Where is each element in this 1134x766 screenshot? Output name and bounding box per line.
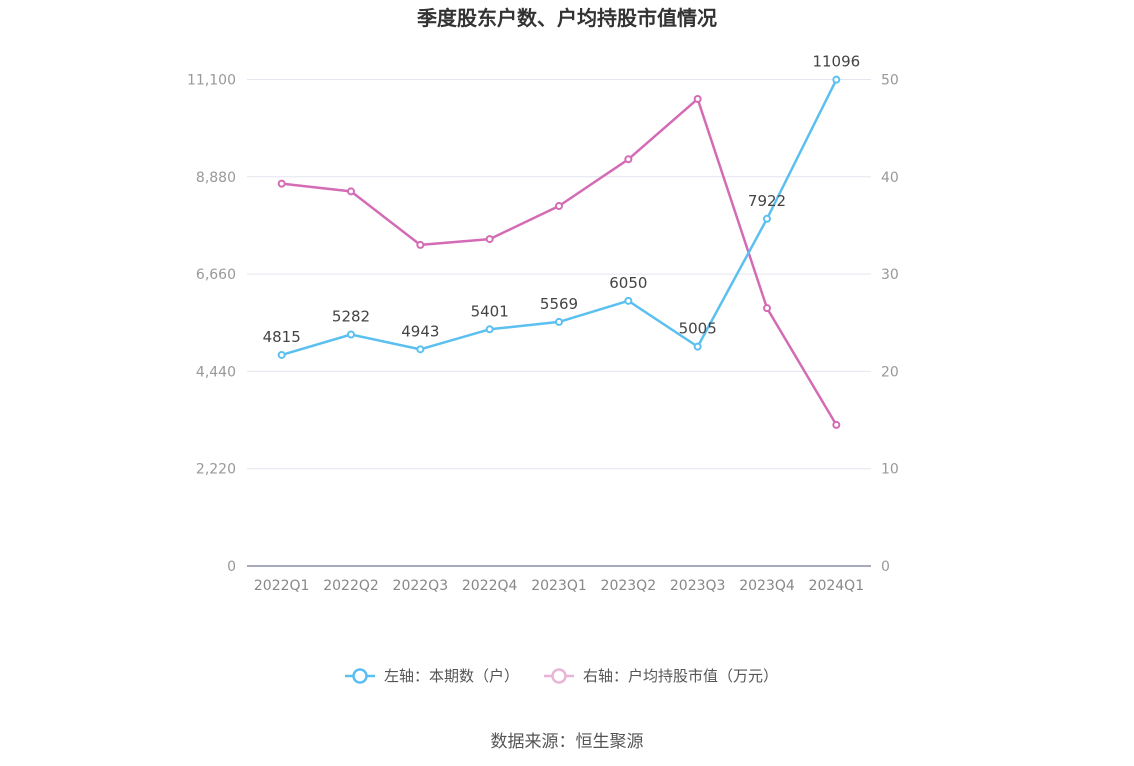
data-label: 7922 xyxy=(748,192,786,210)
series-group xyxy=(277,75,841,429)
data-point[interactable] xyxy=(416,240,425,249)
data-point[interactable] xyxy=(624,155,633,164)
x-tick-label: 2022Q1 xyxy=(254,578,310,594)
data-point[interactable] xyxy=(277,350,286,359)
x-tick-label: 2022Q2 xyxy=(323,578,379,594)
data-label: 4815 xyxy=(263,328,301,346)
right-axis-ticks: 0 10 20 30 40 50 xyxy=(881,73,899,576)
data-label: 6050 xyxy=(609,274,647,292)
data-label: 11096 xyxy=(812,53,860,71)
right-tick-label: 0 xyxy=(881,559,890,575)
data-point[interactable] xyxy=(693,342,702,351)
data-point[interactable] xyxy=(485,235,494,244)
data-point[interactable] xyxy=(347,330,355,339)
data-point[interactable] xyxy=(832,75,841,84)
right-tick-label: 10 xyxy=(881,462,899,478)
left-tick-label: 0 xyxy=(227,559,236,575)
series-line-avg-market-value xyxy=(281,97,838,426)
left-axis-ticks: 0 2,220 4,440 6,660 8,880 11,100 xyxy=(187,73,236,576)
x-tick-label: 2023Q1 xyxy=(531,578,587,594)
data-point[interactable] xyxy=(832,420,841,429)
data-point[interactable] xyxy=(555,201,563,210)
left-tick-label: 2,220 xyxy=(196,462,236,478)
legend-label: 左轴：本期数（户） xyxy=(384,667,519,685)
gridlines xyxy=(247,79,871,470)
data-point[interactable] xyxy=(763,304,771,313)
data-point[interactable] xyxy=(693,94,702,103)
legend-marker-icon xyxy=(352,668,368,684)
left-tick-label: 6,660 xyxy=(196,267,236,283)
legend[interactable]: 左轴：本期数（户） 右轴：户均持股市值（万元） xyxy=(345,667,778,685)
data-label: 4943 xyxy=(401,322,439,340)
x-tick-label: 2022Q3 xyxy=(393,578,449,594)
chart-title: 季度股东户数、户均持股市值情况 xyxy=(416,6,717,30)
x-tick-label: 2023Q4 xyxy=(739,578,795,594)
data-point[interactable] xyxy=(485,325,494,334)
legend-marker-icon xyxy=(551,668,567,684)
data-point[interactable] xyxy=(416,345,425,354)
x-tick-label: 2023Q2 xyxy=(601,578,657,594)
right-tick-label: 50 xyxy=(881,73,899,89)
data-point[interactable] xyxy=(555,317,563,326)
x-tick-label: 2024Q1 xyxy=(809,578,865,594)
left-tick-label: 8,880 xyxy=(196,170,236,186)
legend-label: 右轴：户均持股市值（万元） xyxy=(583,667,778,685)
data-label: 5401 xyxy=(471,302,509,320)
right-tick-label: 20 xyxy=(881,364,899,380)
right-tick-label: 30 xyxy=(881,267,899,283)
legend-item[interactable]: 左轴：本期数（户） xyxy=(345,667,519,685)
data-label: 5005 xyxy=(679,320,717,338)
x-tick-label: 2023Q3 xyxy=(670,578,726,594)
data-point[interactable] xyxy=(277,179,286,188)
legend-item[interactable]: 右轴：户均持股市值（万元） xyxy=(544,667,778,685)
data-point[interactable] xyxy=(763,214,771,223)
data-labels: 4815 5282 4943 5401 5569 6050 5005 7922 11096 xyxy=(263,53,861,346)
source-note: 数据来源：恒生聚源 xyxy=(491,732,644,752)
left-tick-label: 11,100 xyxy=(187,73,236,89)
right-tick-label: 40 xyxy=(881,170,899,186)
data-point[interactable] xyxy=(347,187,355,196)
data-label: 5569 xyxy=(540,295,578,313)
x-tick-label: 2022Q4 xyxy=(462,578,518,594)
x-axis-ticks: 2022Q1 2022Q2 2022Q3 2022Q4 2023Q1 2023Q2 2023… xyxy=(254,578,864,594)
data-point[interactable] xyxy=(624,296,633,305)
left-tick-label: 4,440 xyxy=(196,364,236,380)
data-label: 5282 xyxy=(332,307,370,325)
